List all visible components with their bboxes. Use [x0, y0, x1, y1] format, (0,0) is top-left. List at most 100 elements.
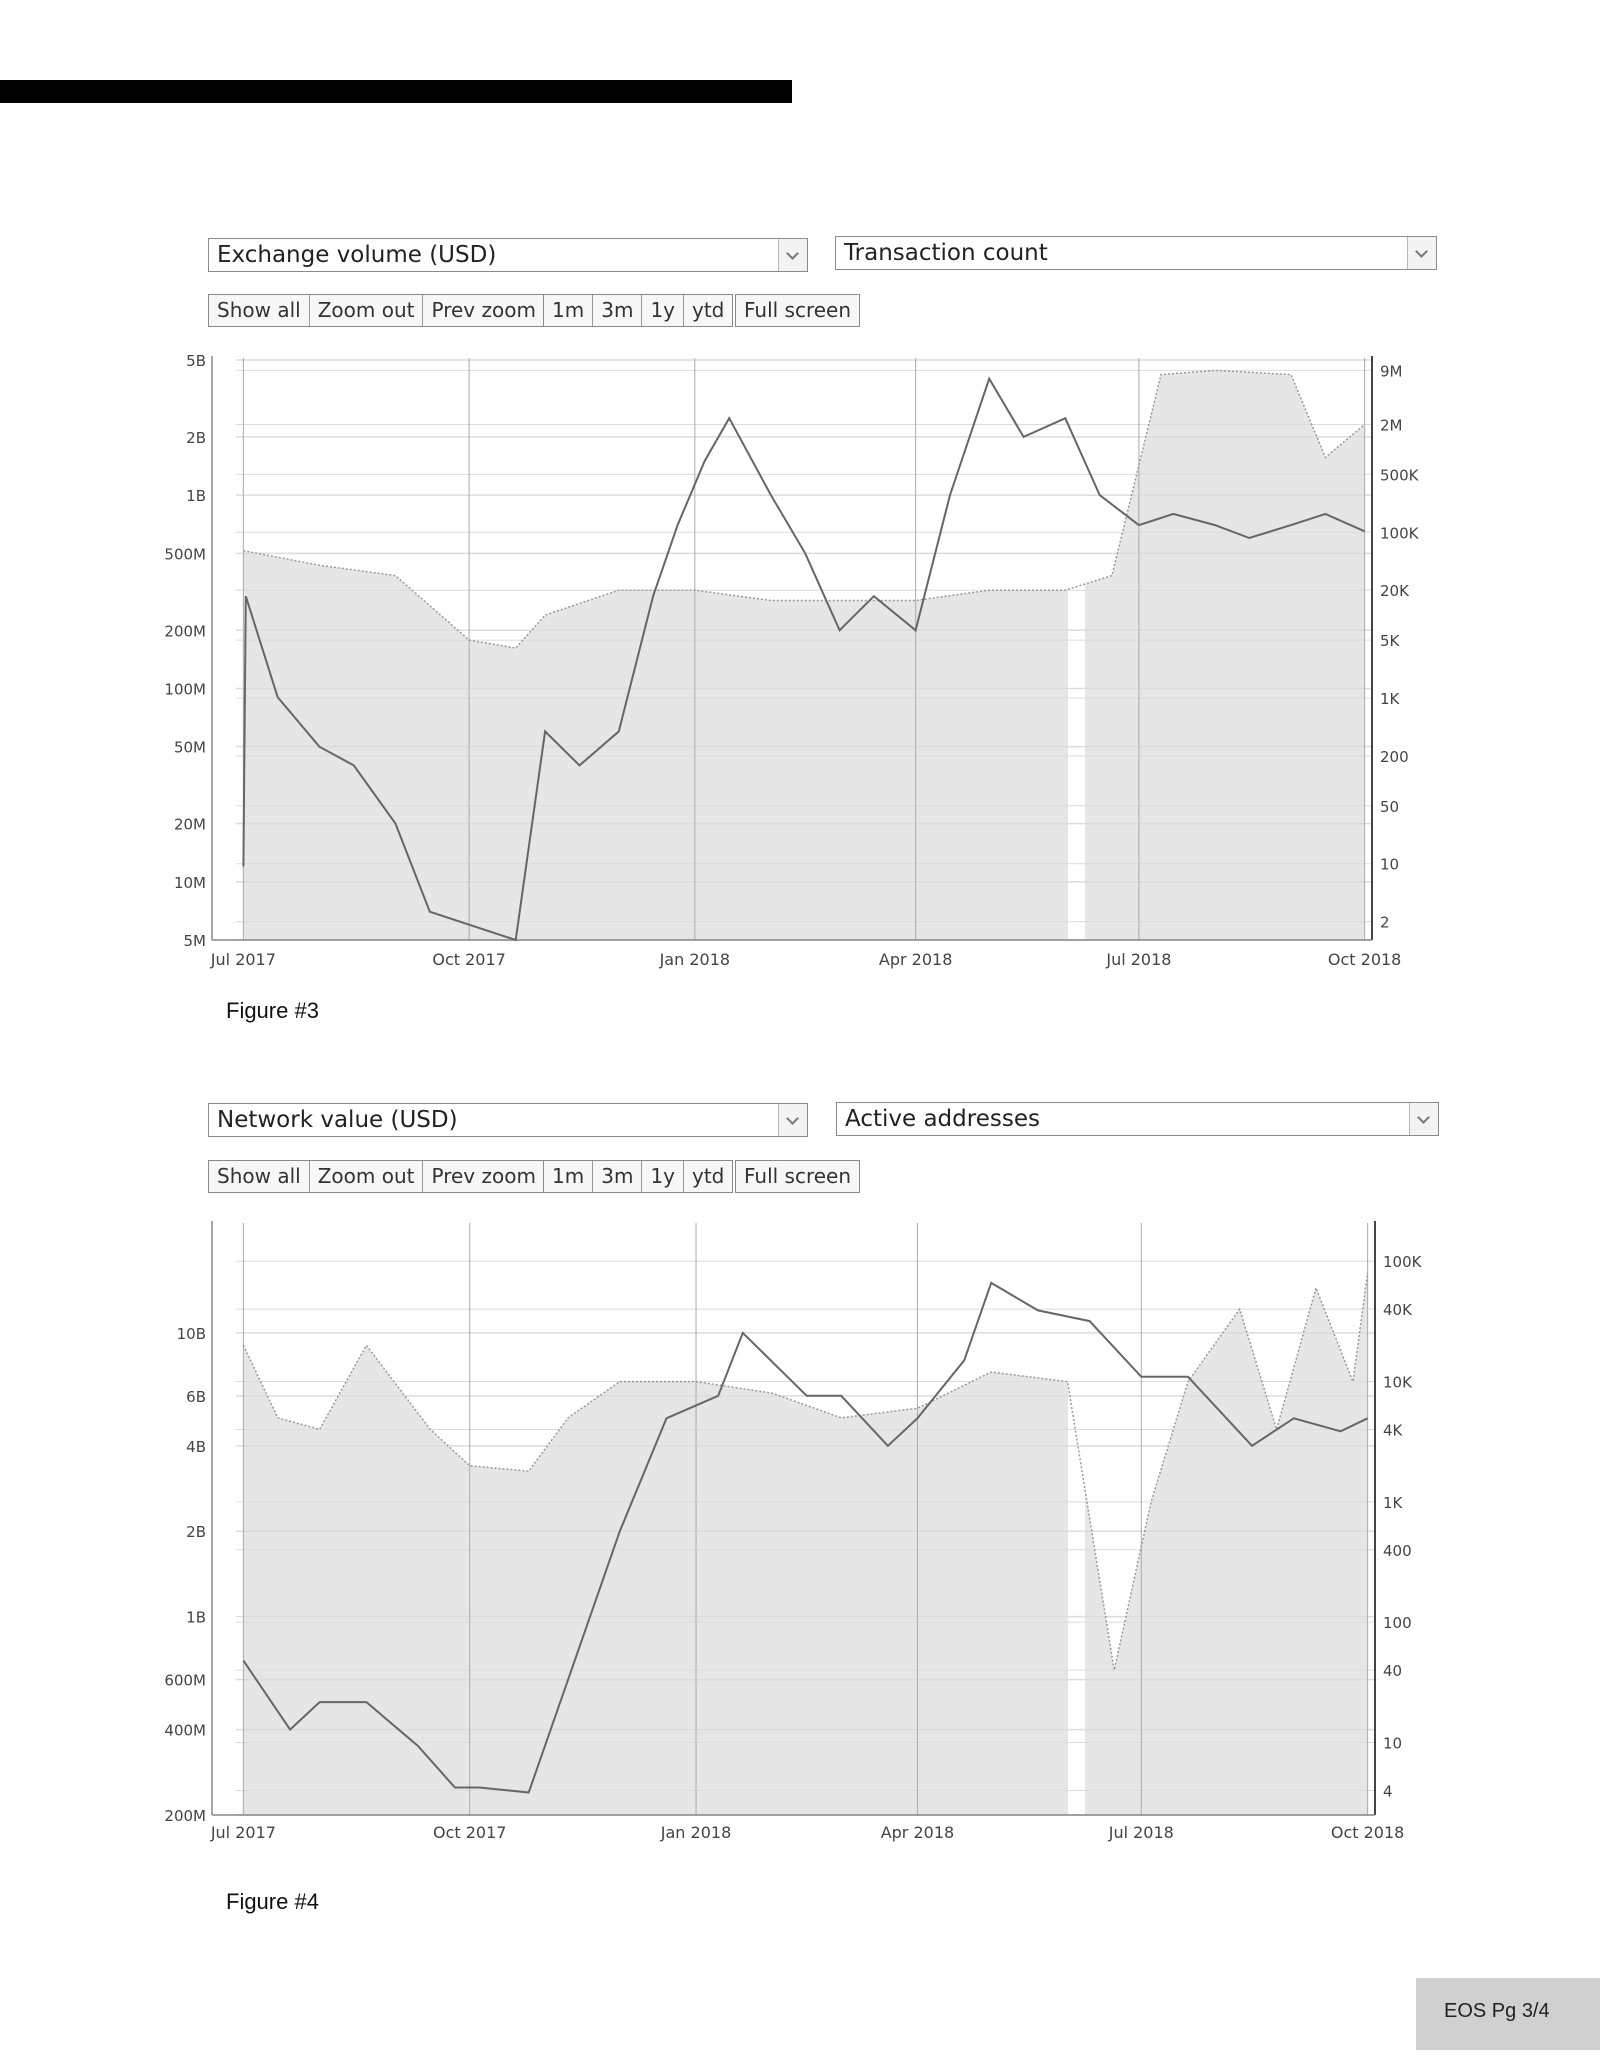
left-axis-tick-label: 10M [174, 874, 206, 892]
left-axis-tick-label: 500M [164, 545, 206, 563]
series-area-active-addresses [243, 1272, 1368, 1815]
right-axis-tick-label: 4K [1383, 1421, 1404, 1439]
left-axis-tick-label: 200M [164, 1807, 206, 1825]
network-value-chart: 10B 6B 4B 2B 1B 600M 400M 200M 100K 40K 10K 4K 1K 400… [164, 1221, 1423, 1842]
data-gap-band [1068, 1225, 1085, 1815]
left-metric-value: Exchange volume (USD) [217, 242, 497, 268]
fullscreen-button-group: Full screen [735, 294, 861, 327]
left-metric-select[interactable]: Network value (USD) [208, 1103, 808, 1137]
x-axis-tick-label: Jul 2018 [1105, 950, 1171, 969]
right-axis-tick-label: 50 [1380, 798, 1399, 816]
left-axis-tick-label: 20M [174, 816, 206, 834]
range-1y-button[interactable]: 1y [642, 295, 684, 326]
chevron-down-icon[interactable] [1407, 237, 1436, 269]
right-axis-tick-label: 10K [1383, 1374, 1413, 1392]
right-axis-tick-label: 1K [1383, 1494, 1404, 1512]
left-axis-tick-label: 1B [186, 1609, 206, 1627]
figure-caption: Figure #3 [226, 998, 319, 1023]
chevron-down-icon[interactable] [778, 1104, 807, 1136]
x-axis-tick-label: Apr 2018 [881, 1823, 954, 1842]
series-line-transaction-count [243, 369, 1366, 649]
range-button-group: 1m 3m 1y ytd [543, 294, 734, 327]
exchange-volume-chart: 5B 2B 1B 500M 200M 100M 50M 20M 10M 5M 9M 2M 500K 100… [164, 352, 1420, 969]
right-axis-tick-label: 10 [1383, 1735, 1402, 1753]
range-1m-button[interactable]: 1m [544, 1161, 594, 1192]
figure-4-panel: Network value (USD) Active addresses Sho… [0, 0, 1600, 1914]
x-axis-tick-label: Jul 2018 [1108, 1823, 1174, 1842]
prev-zoom-button[interactable]: Prev zoom [423, 295, 544, 326]
right-axis-tick-label: 1K [1380, 690, 1401, 708]
x-axis-tick-label: Oct 2018 [1331, 1823, 1404, 1842]
x-axis-tick-label: Jul 2017 [210, 1823, 276, 1842]
header-bar [0, 80, 792, 103]
range-button-group: 1m 3m 1y ytd [543, 1160, 734, 1193]
range-3m-button[interactable]: 3m [593, 295, 643, 326]
left-axis-tick-label: 5M [184, 932, 207, 950]
full-screen-button[interactable]: Full screen [736, 295, 860, 326]
zoom-out-button[interactable]: Zoom out [309, 295, 424, 326]
x-axis-tick-label: Jan 2018 [660, 1823, 731, 1842]
right-axis-tick-label: 4 [1383, 1782, 1393, 1800]
chevron-down-icon[interactable] [1409, 1103, 1438, 1135]
left-axis-tick-label: 50M [174, 739, 206, 757]
x-axis-tick-label: Oct 2017 [433, 1823, 506, 1842]
chevron-down-icon[interactable] [778, 239, 807, 271]
left-axis-tick-label: 6B [186, 1388, 206, 1406]
right-metric-value: Active addresses [845, 1106, 1040, 1132]
left-metric-value: Network value (USD) [217, 1107, 458, 1133]
right-axis-tick-label: 2M [1380, 416, 1403, 434]
left-axis-tick-label: 100M [164, 680, 206, 698]
right-axis-tick-label: 100 [1383, 1614, 1412, 1632]
page-number-box: EOS Pg 3/4 [1416, 1978, 1600, 2050]
right-metric-value: Transaction count [844, 240, 1048, 266]
range-ytd-button[interactable]: ytd [684, 1161, 733, 1192]
right-axis-tick-label: 5K [1380, 632, 1401, 650]
right-metric-select[interactable]: Active addresses [836, 1102, 1439, 1136]
right-axis-tick-label: 400 [1383, 1542, 1412, 1560]
right-metric-select[interactable]: Transaction count [835, 236, 1437, 270]
figure-caption: Figure #4 [226, 1889, 319, 1914]
full-screen-button[interactable]: Full screen [736, 1161, 860, 1192]
fullscreen-button-group: Full screen [735, 1160, 861, 1193]
left-axis-tick-label: 5B [186, 352, 206, 370]
figure-3-panel: Exchange volume (USD) Transaction count … [0, 0, 1600, 1023]
show-all-button[interactable]: Show all [209, 1161, 310, 1192]
series-line-network-value-usd- [242, 1281, 1369, 1794]
right-axis-tick-label: 200 [1380, 748, 1409, 766]
right-axis-tick-label: 100K [1383, 1253, 1423, 1271]
right-axis-tick-label: 40 [1383, 1662, 1402, 1680]
range-1y-button[interactable]: 1y [642, 1161, 684, 1192]
left-axis-tick-label: 2B [186, 1523, 206, 1541]
x-axis-tick-label: Apr 2018 [879, 950, 952, 969]
right-axis-tick-label: 500K [1380, 466, 1420, 484]
left-axis-tick-label: 1B [186, 487, 206, 505]
right-axis-tick-label: 20K [1380, 582, 1410, 600]
page-number: EOS Pg 3/4 [1444, 2000, 1550, 2022]
range-ytd-button[interactable]: ytd [684, 295, 733, 326]
left-axis-tick-label: 200M [164, 622, 206, 640]
left-axis-tick-label: 4B [186, 1438, 206, 1456]
zoom-out-button[interactable]: Zoom out [309, 1161, 424, 1192]
show-all-button[interactable]: Show all [209, 295, 310, 326]
right-axis-tick-label: 100K [1380, 524, 1420, 542]
left-axis-tick-label: 2B [186, 429, 206, 447]
prev-zoom-button[interactable]: Prev zoom [423, 1161, 544, 1192]
left-axis-tick-label: 600M [164, 1672, 206, 1690]
zoom-button-group: Show all Zoom out Prev zoom [208, 1160, 545, 1193]
right-axis-tick-label: 10 [1380, 856, 1399, 874]
x-axis-tick-label: Jan 2018 [659, 950, 730, 969]
zoom-button-group: Show all Zoom out Prev zoom [208, 294, 545, 327]
right-axis-tick-label: 2 [1380, 914, 1390, 932]
right-axis-tick-label: 9M [1380, 362, 1403, 380]
range-1m-button[interactable]: 1m [544, 295, 594, 326]
x-axis-tick-label: Oct 2017 [432, 950, 505, 969]
x-axis-tick-label: Oct 2018 [1328, 950, 1401, 969]
left-metric-select[interactable]: Exchange volume (USD) [208, 238, 808, 272]
x-axis-tick-label: Jul 2017 [210, 950, 276, 969]
series-line-exchange-volume-usd- [242, 376, 1366, 942]
data-gap-band [1068, 360, 1085, 940]
right-axis-tick-label: 40K [1383, 1301, 1413, 1319]
left-axis-tick-label: 10B [177, 1325, 206, 1343]
range-3m-button[interactable]: 3m [593, 1161, 643, 1192]
left-axis-tick-label: 400M [164, 1722, 206, 1740]
